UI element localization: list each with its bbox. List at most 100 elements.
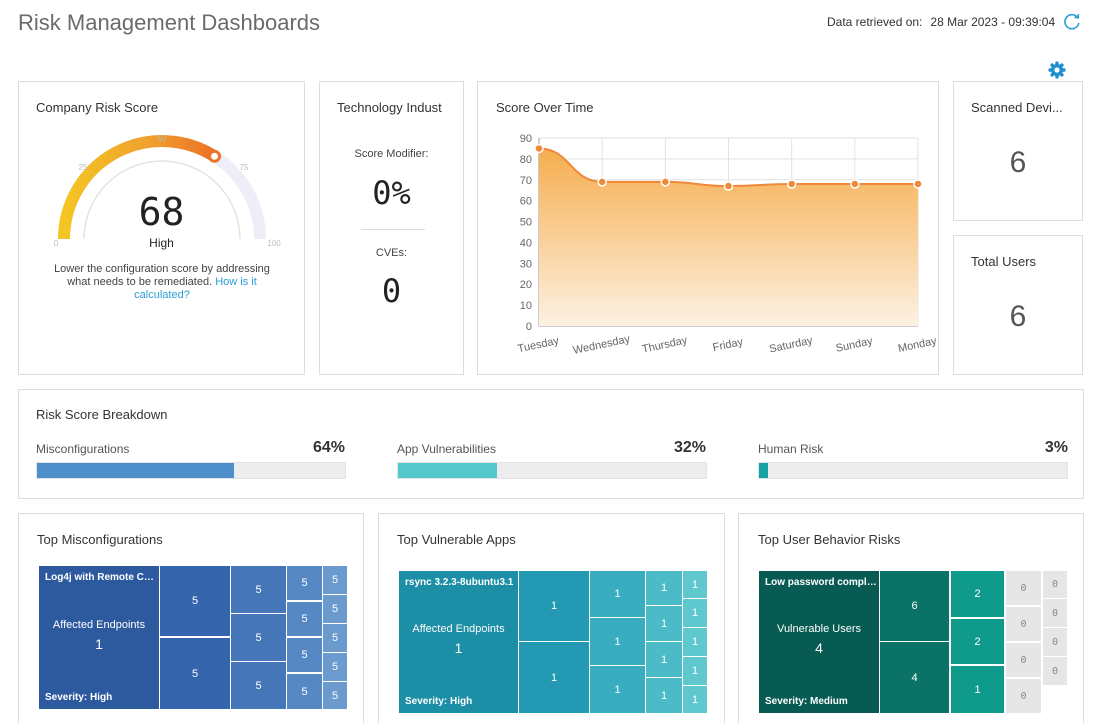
treemap-tile[interactable]: 5 (287, 566, 322, 600)
treemap-tile[interactable]: 1 (951, 666, 1004, 713)
treemap-tile[interactable]: 0 (1043, 571, 1067, 598)
treemap-tile[interactable]: 5 (323, 566, 347, 594)
chart-y-tick: 80 (520, 154, 532, 166)
treemap-tile[interactable]: 5 (323, 595, 347, 623)
treemap-tile[interactable]: 1 (683, 599, 707, 627)
gauge-tick-100: 100 (267, 239, 281, 248)
chart-area-fill (539, 148, 918, 326)
chart-x-tick: Tuesday (517, 335, 561, 356)
page-title: Risk Management Dashboards (18, 10, 321, 35)
data-retrieved: Data retrieved on: 28 Mar 2023 - 09:39:04 (827, 15, 1055, 29)
card-title: Company Risk Score (36, 100, 159, 115)
treemap-tile[interactable]: 1 (683, 686, 707, 713)
risk-score-breakdown-card: Risk Score Breakdown Misconfigurations 6… (18, 389, 1084, 499)
chart-x-tick: Sunday (835, 335, 874, 355)
treemap-main-tile[interactable]: Log4j with Remote Code ... Affected Endp… (39, 566, 159, 709)
card-title: Top Vulnerable Apps (397, 532, 516, 547)
treemap-main-label: Vulnerable Users (777, 623, 861, 635)
chart-y-tick: 70 (520, 175, 532, 187)
card-title: Top Misconfigurations (37, 532, 163, 547)
treemap-tile[interactable]: 0 (1043, 599, 1067, 627)
treemap-tile[interactable]: 5 (160, 566, 230, 636)
treemap-tile[interactable]: 4 (880, 642, 949, 713)
breakdown-label: App Vulnerabilities (397, 442, 496, 456)
treemap-main-count: 1 (454, 640, 463, 656)
treemap-main-tile[interactable]: Low password complexit... Vulnerable Use… (759, 571, 879, 713)
chart-point (850, 179, 860, 189)
treemap-tile[interactable]: 5 (287, 638, 322, 672)
treemap-tile[interactable]: 1 (683, 571, 707, 598)
treemap-tile[interactable]: 1 (646, 642, 682, 677)
chart-x-tick: Monday (897, 335, 938, 355)
treemap-tile[interactable]: 1 (646, 571, 682, 605)
chart-y-tick: 30 (520, 258, 532, 270)
chart-y-tick: 40 (520, 237, 532, 249)
treemap-main-name: rsync 3.2.3-8ubuntu3.1 (405, 577, 514, 588)
risk-level: High (149, 236, 174, 250)
treemap-tile[interactable]: 5 (231, 566, 286, 613)
chart-point (597, 177, 607, 187)
treemap-tile[interactable]: 0 (1006, 571, 1041, 605)
treemap-tile[interactable]: 1 (519, 642, 589, 713)
treemap-tile[interactable]: 2 (951, 571, 1004, 617)
treemap-tile[interactable]: 0 (1006, 643, 1041, 677)
score-modifier-label: Score Modifier: (354, 148, 429, 160)
gauge-tick-0: 0 (54, 239, 59, 248)
treemap-tile[interactable]: 5 (323, 653, 347, 681)
treemap-main-severity: Severity: Medium (765, 696, 848, 707)
treemap-main-label: Affected Endpoints (412, 623, 505, 635)
breakdown-bar (758, 462, 1068, 479)
treemap-tile[interactable]: 5 (231, 662, 286, 709)
chart-x-tick: Friday (712, 336, 745, 354)
treemap-tile[interactable]: 5 (323, 682, 347, 709)
refresh-icon[interactable] (1062, 11, 1082, 31)
treemap-tile[interactable]: 5 (287, 674, 322, 709)
treemap-tile[interactable]: 1 (590, 571, 645, 617)
gauge-tick-50: 50 (158, 134, 167, 143)
technology-industry-card: Technology Indust Score Modifier: 0% CVE… (319, 81, 464, 375)
treemap-tile[interactable]: 5 (160, 638, 230, 709)
treemap-tile[interactable]: 2 (951, 619, 1004, 664)
chart-point (786, 179, 797, 189)
risk-gauge: 0 25 50 75 100 (54, 134, 281, 248)
breakdown-percent: 32% (673, 439, 706, 456)
treemap-tile[interactable]: 1 (590, 666, 645, 713)
scanned-devices-value: 6 (1009, 146, 1027, 179)
treemap-tile[interactable]: 1 (590, 618, 645, 665)
gear-icon[interactable] (1047, 60, 1067, 80)
treemap-main-severity: Severity: High (405, 696, 473, 707)
treemap-tile[interactable]: 0 (1006, 679, 1041, 713)
treemap-main-severity: Severity: High (45, 692, 113, 703)
how-calculated-link[interactable]: How is it calculated? (134, 276, 257, 301)
treemap-tile[interactable]: 0 (1006, 607, 1041, 641)
top-user-behavior-card: Top User Behavior Risks Low password com… (738, 513, 1084, 723)
treemap-tile[interactable]: 5 (323, 624, 347, 652)
misconfigurations-treemap: Log4j with Remote Code ... Affected Endp… (39, 566, 349, 711)
treemap-tile[interactable]: 1 (683, 657, 707, 685)
gauge-tick-25: 25 (79, 163, 88, 172)
treemap-tile[interactable]: 1 (683, 628, 707, 656)
treemap-main-count: 1 (95, 636, 103, 652)
breakdown-percent: 64% (312, 439, 345, 456)
treemap-tile[interactable]: 1 (646, 606, 682, 641)
treemap-main-label: Affected Endpoints (52, 619, 146, 631)
treemap-tile[interactable]: 0 (1043, 657, 1067, 685)
divider (361, 229, 425, 230)
retrieved-label: Data retrieved on: (827, 15, 923, 29)
chart-y-tick: 90 (520, 133, 532, 145)
card-title: Total Users (971, 254, 1037, 269)
risk-description-text: Lower the configuration score by address… (54, 263, 270, 288)
top-misconfigurations-card: Top Misconfigurations Log4j with Remote … (18, 513, 364, 723)
gauge-value-arc (58, 135, 218, 240)
treemap-main-tile[interactable]: rsync 3.2.3-8ubuntu3.1 Affected Endpoint… (399, 571, 518, 713)
treemap-tile[interactable]: 1 (646, 678, 682, 713)
treemap-tile[interactable]: 6 (880, 571, 949, 641)
total-users-value: 6 (1009, 300, 1027, 333)
company-risk-score-card: Company Risk Score 0 25 50 75 100 68 Hig… (18, 81, 305, 375)
breakdown-percent: 3% (1044, 439, 1068, 456)
treemap-tile[interactable]: 1 (519, 571, 589, 641)
chart-y-tick: 60 (520, 196, 532, 208)
treemap-tile[interactable]: 0 (1043, 628, 1067, 656)
treemap-tile[interactable]: 5 (231, 614, 286, 661)
treemap-tile[interactable]: 5 (287, 602, 322, 636)
